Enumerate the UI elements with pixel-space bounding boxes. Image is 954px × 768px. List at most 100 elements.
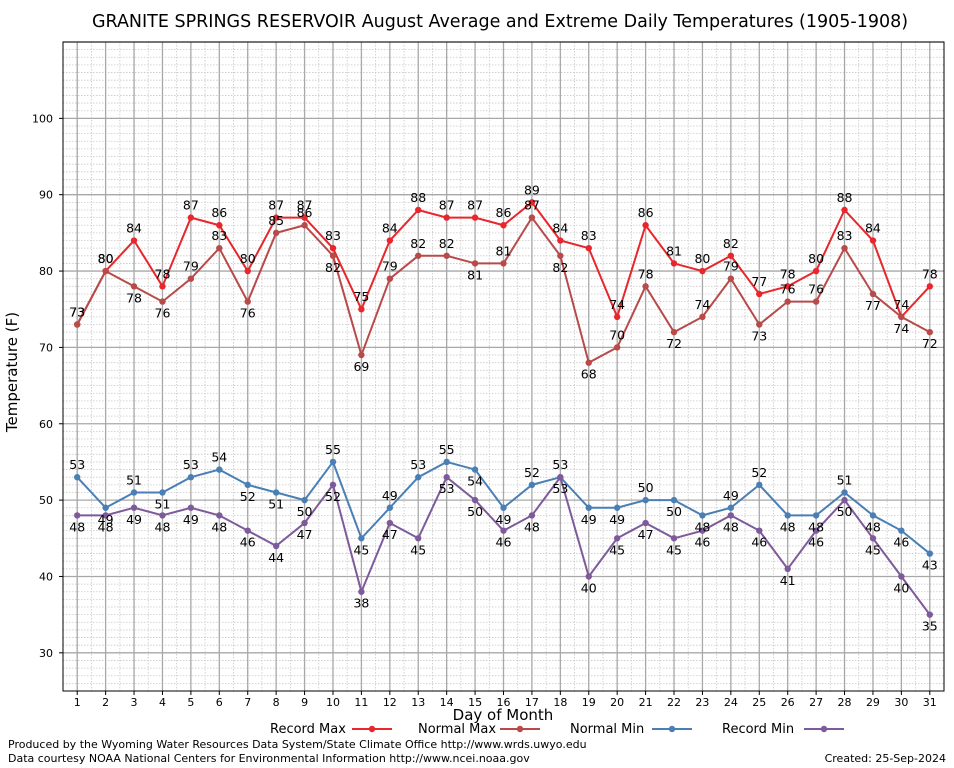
data-point xyxy=(613,313,621,321)
data-label: 74 xyxy=(694,297,710,312)
data-label: 73 xyxy=(69,305,85,320)
data-point xyxy=(784,512,791,519)
data-label: 48 xyxy=(694,519,710,534)
data-point xyxy=(756,321,763,328)
data-label: 78 xyxy=(155,266,171,281)
data-label: 78 xyxy=(638,266,654,281)
data-point xyxy=(187,504,195,511)
data-label: 84 xyxy=(382,221,398,236)
data-point xyxy=(471,214,479,221)
data-point xyxy=(869,535,877,542)
data-point xyxy=(926,283,933,290)
data-label: 89 xyxy=(524,182,540,197)
data-label: 41 xyxy=(780,573,796,588)
data-label: 40 xyxy=(581,580,597,595)
data-point xyxy=(699,512,706,519)
y-tick-label: 80 xyxy=(39,265,53,278)
data-label: 48 xyxy=(211,519,227,534)
data-label: 77 xyxy=(751,274,767,289)
data-point xyxy=(443,214,450,221)
y-tick-label: 50 xyxy=(39,494,53,507)
data-label: 50 xyxy=(297,504,313,519)
data-point xyxy=(784,298,791,305)
legend-marker xyxy=(516,725,524,733)
data-label: 53 xyxy=(183,457,199,472)
data-point xyxy=(159,283,166,290)
data-point xyxy=(443,458,450,466)
data-label: 87 xyxy=(439,198,455,213)
data-label: 51 xyxy=(155,496,171,511)
data-label: 77 xyxy=(865,298,881,313)
data-label: 52 xyxy=(240,489,256,504)
data-label: 76 xyxy=(155,306,171,321)
data-point xyxy=(727,512,735,519)
data-point xyxy=(812,512,820,519)
x-tick-label: 15 xyxy=(468,696,482,709)
data-point xyxy=(329,252,337,259)
data-point xyxy=(613,504,621,511)
data-label: 49 xyxy=(183,512,199,527)
data-point xyxy=(613,344,621,351)
data-point xyxy=(74,321,81,328)
data-label: 88 xyxy=(837,190,853,205)
data-point xyxy=(329,244,337,252)
data-point xyxy=(642,519,649,527)
data-point xyxy=(585,504,592,511)
data-point xyxy=(841,489,848,496)
data-point xyxy=(443,474,450,481)
y-axis-label: Temperature (F) xyxy=(3,312,21,433)
data-point xyxy=(244,298,251,305)
data-point xyxy=(812,527,820,534)
data-point xyxy=(130,504,138,511)
data-point xyxy=(642,222,649,229)
x-tick-label: 18 xyxy=(553,696,567,709)
data-point xyxy=(216,512,223,519)
data-point xyxy=(358,306,365,313)
data-label: 46 xyxy=(694,535,710,550)
legend-marker xyxy=(820,725,828,733)
data-label: 81 xyxy=(496,243,512,258)
data-label: 86 xyxy=(638,205,654,220)
data-point xyxy=(358,351,365,359)
series-record-min xyxy=(74,474,933,618)
data-point xyxy=(358,588,365,595)
x-tick-label: 16 xyxy=(497,696,511,709)
data-point xyxy=(528,199,536,206)
data-point xyxy=(784,565,791,573)
data-label: 74 xyxy=(893,297,909,312)
data-point xyxy=(358,535,365,542)
data-label: 74 xyxy=(609,297,625,312)
data-point xyxy=(301,222,308,229)
data-label: 83 xyxy=(837,228,853,243)
data-point xyxy=(756,527,763,534)
data-point xyxy=(130,237,138,244)
data-label: 88 xyxy=(410,190,426,205)
series-normal-min xyxy=(74,458,933,557)
data-point xyxy=(301,214,308,221)
data-point xyxy=(500,260,507,267)
data-point xyxy=(329,458,337,466)
data-label: 47 xyxy=(382,527,398,542)
data-point xyxy=(216,244,223,252)
y-tick-label: 40 xyxy=(39,570,53,583)
data-point xyxy=(898,573,905,580)
x-tick-label: 11 xyxy=(354,696,368,709)
data-label: 44 xyxy=(268,550,284,565)
data-label: 87 xyxy=(268,198,284,213)
data-label: 80 xyxy=(98,251,114,266)
data-label: 76 xyxy=(808,282,824,297)
data-label: 80 xyxy=(808,251,824,266)
data-point xyxy=(784,283,791,290)
x-tick-label: 6 xyxy=(216,696,223,709)
data-point xyxy=(926,611,933,618)
data-point xyxy=(869,290,877,298)
data-point xyxy=(471,496,479,504)
data-label: 49 xyxy=(496,512,512,527)
data-label: 50 xyxy=(467,504,483,519)
data-label: 78 xyxy=(922,266,938,281)
data-point xyxy=(415,474,422,481)
data-label: 80 xyxy=(98,251,114,266)
data-point xyxy=(699,527,706,534)
data-point xyxy=(642,496,649,504)
